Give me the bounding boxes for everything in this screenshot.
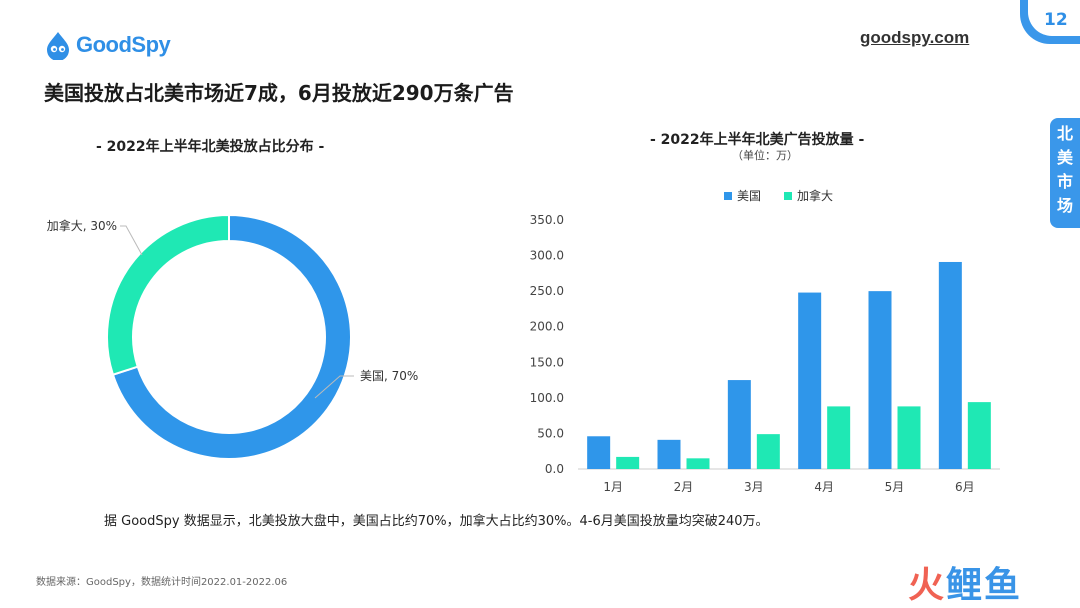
bar-chart-subtitle: （单位：万） — [732, 149, 798, 162]
bar-ca — [756, 434, 780, 469]
label-leader-line — [120, 225, 143, 256]
legend-swatch — [784, 192, 792, 200]
section-side-tag: 北 美 市 场 — [1050, 118, 1080, 228]
x-tick-label: 5月 — [885, 480, 905, 494]
site-url-link[interactable]: goodspy.com — [860, 28, 970, 47]
label-leader-line — [314, 375, 354, 399]
side-tag-char: 北 — [1056, 124, 1073, 143]
y-tick-label: 300.0 — [530, 249, 564, 263]
watermark-logo: 火鲤鱼 — [908, 565, 1023, 606]
page-number: 12 — [1044, 10, 1068, 30]
bar-ca — [967, 402, 991, 469]
y-tick-label: 250.0 — [530, 284, 564, 298]
x-tick-label: 2月 — [674, 480, 694, 494]
y-tick-label: 200.0 — [530, 320, 564, 334]
bar-us — [938, 261, 962, 469]
bar-us — [798, 292, 822, 469]
bar-chart-title: - 2022年上半年北美广告投放量 - — [650, 132, 865, 148]
brand-logo: GoodSpy — [44, 30, 171, 60]
x-tick-label: 6月 — [955, 480, 975, 494]
side-tag-char: 美 — [1056, 148, 1073, 167]
goodspy-logo-icon — [47, 32, 69, 60]
donut-chart-title: - 2022年上半年北美投放占比分布 - — [96, 139, 325, 155]
legend-label: 加拿大 — [797, 188, 833, 203]
bar-ca — [827, 406, 851, 469]
x-tick-label: 3月 — [744, 480, 764, 494]
bar-us — [587, 436, 611, 469]
donut-slice — [106, 213, 230, 376]
brand-name: GoodSpy — [76, 32, 171, 57]
donut-slice — [111, 213, 352, 460]
summary-text: 据 GoodSpy 数据显示，北美投放大盘中，美国占比约70%，加拿大占比约30… — [104, 514, 769, 529]
y-tick-label: 350.0 — [530, 213, 564, 227]
bar-us — [727, 380, 751, 469]
y-tick-label: 150.0 — [530, 355, 564, 369]
y-tick-label: 0.0 — [545, 462, 564, 476]
donut-chart: 美国, 70% 加拿大, 30% — [47, 213, 418, 460]
page-title: 美国投放占北美市场近7成，6月投放近290万条广告 — [44, 81, 514, 105]
data-source-note: 数据来源：GoodSpy，数据统计时间2022.01-2022.06 — [36, 577, 288, 588]
y-tick-label: 100.0 — [530, 391, 564, 405]
bar-us — [657, 439, 681, 469]
bar-ca — [616, 456, 640, 469]
x-tick-label: 4月 — [814, 480, 834, 494]
bar-ca — [686, 458, 710, 469]
side-tag-char: 市 — [1056, 172, 1073, 191]
slice-label-us: 美国, 70% — [360, 369, 418, 383]
bar-us — [868, 291, 892, 469]
y-tick-label: 50.0 — [537, 426, 564, 440]
x-tick-label: 1月 — [603, 480, 623, 494]
legend-label: 美国 — [737, 189, 761, 203]
bar-chart: 0.0 50.0 100.0 150.0 200.0 250.0 300.0 350.0 1月 2… — [530, 188, 1000, 494]
bar-ca — [897, 406, 921, 469]
legend-swatch — [724, 192, 732, 200]
slice-label-ca: 加拿大, 30% — [47, 218, 117, 233]
side-tag-char: 场 — [1056, 196, 1073, 215]
